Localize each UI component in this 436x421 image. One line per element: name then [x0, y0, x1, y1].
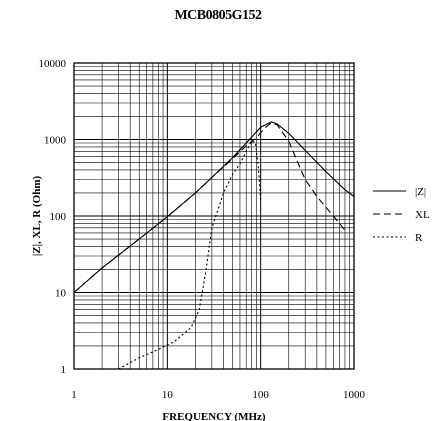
y-tick-label: 1: [61, 364, 67, 376]
y-tick-label: 100: [50, 211, 67, 223]
x-tick-labels: 1 10 100 1000: [71, 389, 365, 401]
plot-frame: [73, 62, 355, 370]
x-axis-label: FREQUENCY (MHz): [162, 411, 265, 421]
legend-label: R: [415, 232, 423, 244]
x-tick-label: 1: [71, 389, 77, 401]
y-tick-label: 10000: [39, 58, 67, 70]
chart-title: MCB0805G152: [174, 8, 262, 23]
x-tick-label: 100: [252, 389, 269, 401]
y-axis-label: |Z|, XL, R (Ohm): [31, 176, 43, 257]
series-group: [73, 121, 355, 370]
x-tick-label: 1000: [343, 389, 366, 401]
legend: |Z| XL R: [373, 186, 430, 244]
y-tick-label: 1000: [44, 135, 67, 147]
series-line: [118, 140, 262, 370]
legend-label: XL: [415, 209, 430, 221]
legend-label: |Z|: [415, 186, 426, 198]
y-tick-label: 10: [55, 288, 67, 300]
series-line: [73, 122, 346, 293]
y-tick-labels: 10000 1000 100 10 1: [39, 58, 67, 376]
x-tick-label: 10: [162, 389, 174, 401]
